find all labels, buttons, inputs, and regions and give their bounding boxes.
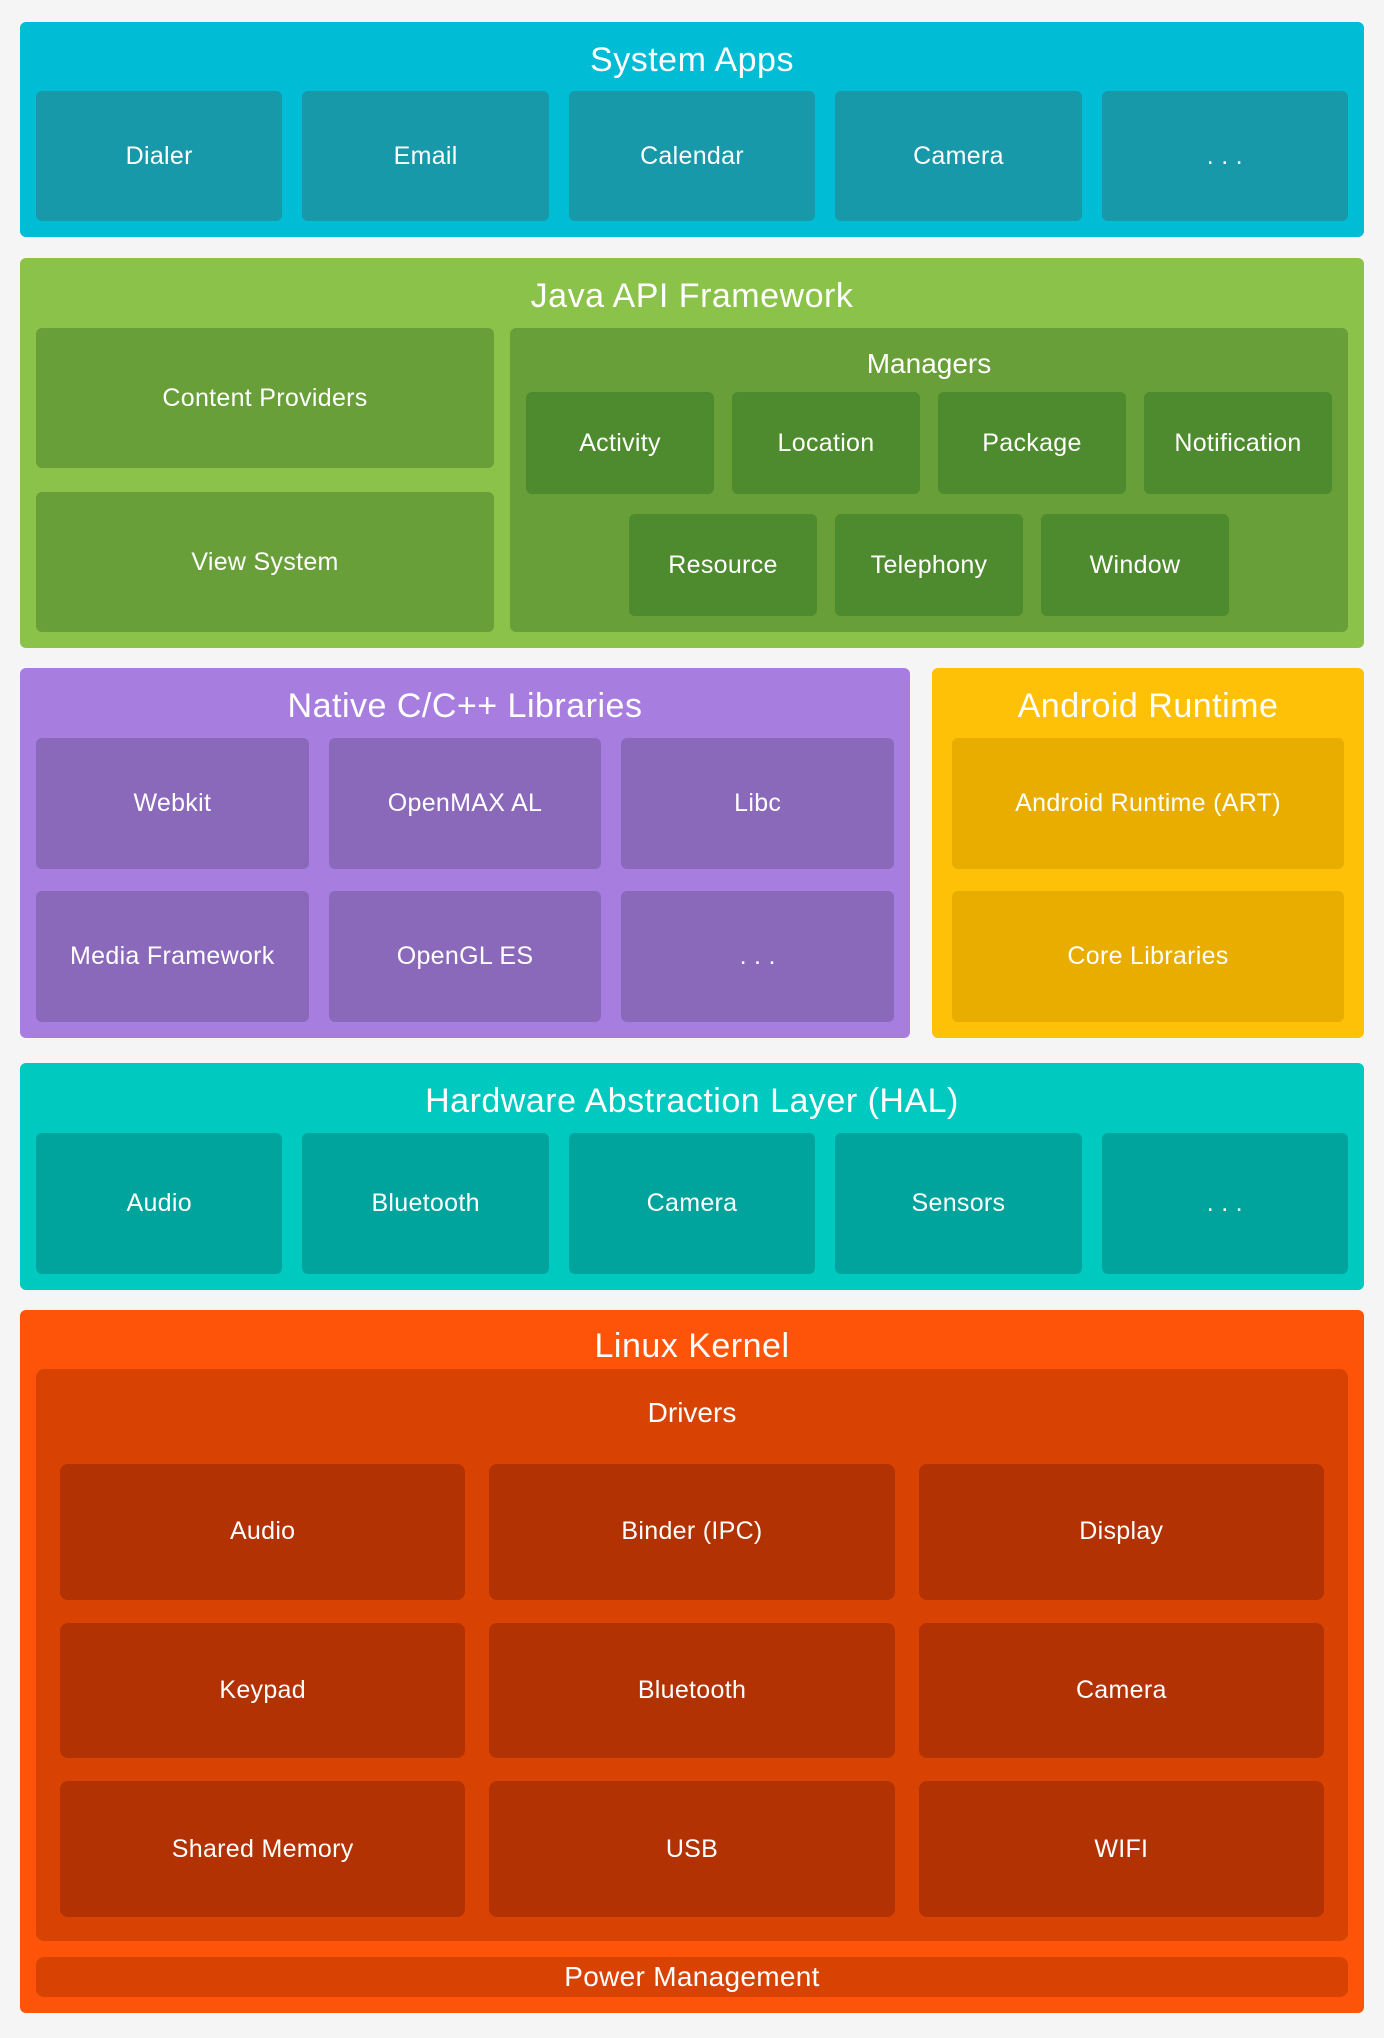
box-window-manager: Window (1041, 514, 1229, 616)
box-driver-shared-memory: Shared Memory (60, 1781, 466, 1918)
managers-title: Managers (866, 348, 992, 379)
drivers-row-1: Audio Binder (IPC) Display (60, 1464, 1324, 1600)
box-opengl-es: OpenGL ES (328, 891, 602, 1022)
native-libraries-title: Native C/C++ Libraries (287, 687, 643, 725)
android-runtime-column: Android Runtime (ART) Core Libraries (948, 738, 1348, 1022)
managers-row-2: Resource Telephony Window (526, 514, 1332, 616)
drivers-row-3: Shared Memory USB WIFI (60, 1781, 1324, 1918)
box-driver-wifi: WIFI (918, 1781, 1324, 1918)
box-driver-display: Display (918, 1464, 1324, 1600)
box-driver-bluetooth: Bluetooth (489, 1622, 895, 1759)
box-power-management: Power Management (36, 1957, 1348, 1997)
native-libraries-row-1: Webkit OpenMAX AL Libc (36, 738, 895, 869)
box-content-providers: Content Providers (36, 328, 494, 468)
layer-native-libraries: Native C/C++ Libraries Webkit OpenMAX AL… (20, 668, 910, 1038)
box-dialer: Dialer (36, 91, 283, 221)
native-libraries-grid: Webkit OpenMAX AL Libc Media Framework O… (36, 738, 895, 1022)
box-openmax-al: OpenMAX AL (328, 738, 602, 869)
android-runtime-title: Android Runtime (1017, 687, 1279, 725)
managers-row-1: Activity Location Package Notification (526, 392, 1332, 494)
hal-title: Hardware Abstraction Layer (HAL) (425, 1082, 959, 1120)
linux-kernel-title: Linux Kernel (594, 1327, 790, 1365)
system-apps-title: System Apps (590, 41, 794, 79)
box-driver-usb: USB (489, 1781, 895, 1918)
box-resource-manager: Resource (629, 514, 817, 616)
box-package-manager: Package (938, 392, 1126, 494)
box-driver-binder: Binder (IPC) (489, 1464, 895, 1600)
box-driver-camera: Camera (918, 1622, 1324, 1759)
box-view-system: View System (36, 492, 494, 632)
managers-container: Managers Activity Location Package Notif… (510, 328, 1348, 632)
layer-linux-kernel: Linux Kernel Drivers Audio Binder (IPC) … (20, 1310, 1364, 2013)
drivers-container: Drivers Audio Binder (IPC) Display Keypa… (36, 1369, 1348, 1941)
java-api-left-column: Content Providers View System (36, 328, 494, 632)
java-api-title: Java API Framework (530, 277, 854, 315)
box-driver-audio: Audio (60, 1464, 466, 1600)
native-and-runtime-row: Native C/C++ Libraries Webkit OpenMAX AL… (20, 668, 1364, 1038)
box-media-framework: Media Framework (36, 891, 309, 1022)
drivers-row-2: Keypad Bluetooth Camera (60, 1622, 1324, 1759)
box-hal-audio: Audio (36, 1133, 283, 1274)
box-libc: Libc (621, 738, 895, 869)
box-driver-keypad: Keypad (60, 1622, 466, 1759)
layer-system-apps: System Apps Dialer Email Calendar Camera… (20, 22, 1364, 237)
native-libraries-row-2: Media Framework OpenGL ES . . . (36, 891, 895, 1022)
layer-java-api-framework: Java API Framework Content Providers Vie… (20, 258, 1364, 648)
layer-hal: Hardware Abstraction Layer (HAL) Audio B… (20, 1063, 1364, 1290)
box-camera-app: Camera (835, 91, 1082, 221)
box-hal-camera: Camera (568, 1133, 816, 1274)
box-core-libraries: Core Libraries (952, 891, 1344, 1022)
java-api-grid: Content Providers View System Managers A… (36, 328, 1348, 632)
box-hal-bluetooth: Bluetooth (302, 1133, 549, 1274)
drivers-title: Drivers (647, 1397, 737, 1428)
box-activity-manager: Activity (526, 392, 714, 494)
system-apps-row: Dialer Email Calendar Camera . . . (36, 91, 1349, 221)
box-hal-ellipsis: . . . (1101, 1133, 1349, 1274)
box-email: Email (302, 91, 549, 221)
box-libs-ellipsis: . . . (621, 891, 895, 1022)
box-telephony-manager: Telephony (835, 514, 1023, 616)
box-hal-sensors: Sensors (835, 1133, 1082, 1274)
box-calendar: Calendar (568, 91, 816, 221)
box-art: Android Runtime (ART) (952, 738, 1344, 869)
box-location-manager: Location (732, 392, 920, 494)
layer-android-runtime: Android Runtime Android Runtime (ART) Co… (932, 668, 1364, 1038)
box-notification-manager: Notification (1144, 392, 1332, 494)
box-apps-ellipsis: . . . (1101, 91, 1349, 221)
hal-row: Audio Bluetooth Camera Sensors . . . (36, 1133, 1349, 1274)
box-webkit: Webkit (36, 738, 309, 869)
